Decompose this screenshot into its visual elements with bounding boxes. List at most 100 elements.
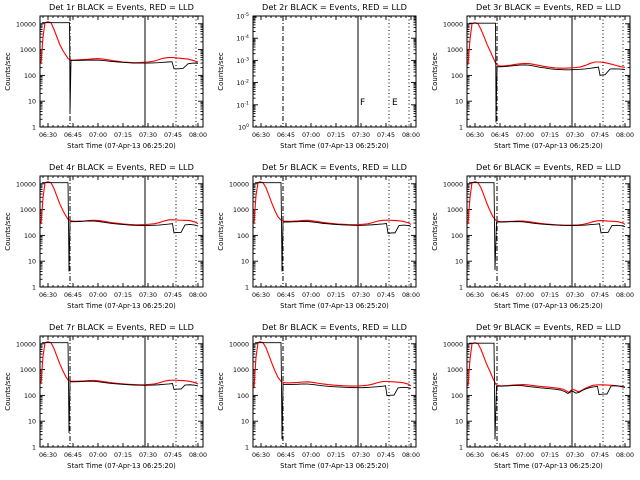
- plot-panel-det-3[interactable]: Det 3r BLACK = Events, RED = LLD 06:30 06:…: [427, 0, 640, 160]
- x-tick-label: 06:30: [466, 292, 484, 299]
- x-tick-label: 07:45: [377, 292, 395, 299]
- x-tick-label: 08:00: [616, 292, 634, 299]
- x-axis-label: Start Time (07-Apr-13 06:25:20): [494, 462, 603, 470]
- series-lld-line: [40, 341, 199, 386]
- series-events-line: [468, 22, 625, 123]
- x-tick-label: 08:00: [189, 132, 207, 139]
- x-tick-label: 07:45: [164, 132, 182, 139]
- x-tick-label: 07:00: [516, 452, 534, 459]
- y-tick-label: 10000: [443, 21, 463, 28]
- plot-panel-det-2[interactable]: Det 2r BLACK = Events, RED = LLD 06:30 06:…: [213, 0, 426, 160]
- plot-panel-det-1[interactable]: Det 1r BLACK = Events, RED = LLD 06:30 06:…: [0, 0, 213, 160]
- x-tick-label: 07:45: [591, 452, 609, 459]
- y-axis-label: Counts/sec: [4, 372, 12, 411]
- y-tick-label: 1: [32, 444, 36, 451]
- y-tick-label: 10: [455, 419, 463, 426]
- y-tick-label: 10: [455, 259, 463, 266]
- x-tick-label: 07:30: [566, 132, 584, 139]
- plot-frame: [466, 175, 631, 288]
- x-tick-label: 07:00: [89, 452, 107, 459]
- y-tick-label: 1000: [447, 207, 463, 214]
- x-tick-label: 06:45: [491, 292, 509, 299]
- x-tick-label: 07:45: [377, 452, 395, 459]
- x-tick-label: 06:45: [491, 132, 509, 139]
- y-tick-label: 10-5: [237, 12, 250, 21]
- plot-frame: [252, 175, 417, 288]
- annotation-f: F: [360, 98, 365, 108]
- y-tick-label: 1: [459, 444, 463, 451]
- y-tick-label: 1000: [233, 207, 249, 214]
- x-tick-label: 07:00: [302, 292, 320, 299]
- y-tick-label: 100: [451, 233, 463, 240]
- panel-title: Det 6r BLACK = Events, RED = LLD: [476, 162, 621, 172]
- x-tick-label: 07:00: [516, 292, 534, 299]
- x-tick-label: 06:30: [466, 452, 484, 459]
- y-axis-label: Counts/sec: [217, 212, 225, 251]
- y-axis-label: Counts/sec: [217, 52, 225, 91]
- y-tick-label: 10000: [16, 341, 36, 348]
- x-tick-label: 07:15: [541, 292, 559, 299]
- y-tick-label: 1000: [447, 47, 463, 54]
- x-tick-label: 07:15: [327, 292, 345, 299]
- y-tick-label: 10000: [16, 21, 36, 28]
- series-events-line: [468, 342, 625, 440]
- x-tick-label: 07:45: [591, 292, 609, 299]
- series-lld-line: [253, 181, 412, 226]
- plot-frame: [466, 15, 631, 128]
- series-lld-line: [40, 21, 199, 64]
- y-tick-label: 1: [459, 284, 463, 291]
- plot-panel-det-5[interactable]: Det 5r BLACK = Events, RED = LLD 06:30 06:…: [213, 160, 426, 320]
- y-tick-label: 10: [28, 99, 36, 106]
- x-tick-label: 06:45: [277, 452, 295, 459]
- y-tick-label: 1: [32, 124, 36, 131]
- plot-panel-det-4[interactable]: Det 4r BLACK = Events, RED = LLD 06:30 06:…: [0, 160, 213, 320]
- plot-frame: [252, 335, 417, 448]
- plot-panel-det-8[interactable]: Det 8r BLACK = Events, RED = LLD 06:30 06:…: [213, 320, 426, 480]
- x-tick-label: 08:00: [189, 292, 207, 299]
- y-tick-label: 10000: [16, 181, 36, 188]
- panel-title: Det 3r BLACK = Events, RED = LLD: [476, 2, 621, 12]
- series-lld-line: [467, 181, 625, 226]
- panel-title: Det 9r BLACK = Events, RED = LLD: [476, 322, 621, 332]
- x-tick-label: 07:30: [566, 292, 584, 299]
- x-tick-label: 07:45: [377, 132, 395, 139]
- x-tick-label: 06:30: [466, 132, 484, 139]
- x-tick-label: 06:45: [277, 132, 295, 139]
- y-tick-label: 1000: [20, 207, 36, 214]
- y-tick-label: 10-3: [237, 56, 250, 65]
- x-tick-label: 07:30: [352, 292, 370, 299]
- series-events-line: [41, 182, 199, 272]
- series-events-line: [41, 342, 199, 433]
- x-tick-label: 07:15: [114, 292, 132, 299]
- y-tick-label: 10000: [443, 181, 463, 188]
- x-tick-label: 06:30: [252, 292, 270, 299]
- x-tick-label: 06:45: [277, 292, 295, 299]
- plot-frame: [39, 15, 204, 128]
- x-tick-label: 07:30: [352, 132, 370, 139]
- plot-panel-det-6[interactable]: Det 6r BLACK = Events, RED = LLD 06:30 06:…: [427, 160, 640, 320]
- x-axis-label: Start Time (07-Apr-13 06:25:20): [280, 302, 389, 310]
- x-tick-label: 07:30: [352, 452, 370, 459]
- series-events-line: [255, 342, 412, 440]
- y-axis-label: Counts/sec: [4, 212, 12, 251]
- y-tick-label: 100: [451, 393, 463, 400]
- plot-panel-det-9[interactable]: Det 9r BLACK = Events, RED = LLD 06:30 06:…: [427, 320, 640, 480]
- y-tick-label: 10-1: [237, 101, 250, 110]
- y-tick-label: 1: [245, 284, 249, 291]
- x-tick-label: 06:45: [64, 452, 82, 459]
- x-tick-label: 06:45: [491, 452, 509, 459]
- x-tick-label: 06:30: [252, 132, 270, 139]
- y-tick-label: 1000: [233, 367, 249, 374]
- x-tick-label: 07:00: [302, 132, 320, 139]
- y-tick-label: 100: [238, 123, 249, 132]
- y-tick-label: 10-2: [237, 78, 250, 87]
- y-tick-label: 100: [237, 233, 249, 240]
- x-tick-label: 07:45: [164, 292, 182, 299]
- panel-title: Det 4r BLACK = Events, RED = LLD: [49, 162, 194, 172]
- x-axis-label: Start Time (07-Apr-13 06:25:20): [494, 142, 603, 150]
- plot-panel-det-7[interactable]: Det 7r BLACK = Events, RED = LLD 06:30 06:…: [0, 320, 213, 480]
- y-tick-label: 10: [241, 419, 249, 426]
- y-tick-label: 100: [451, 73, 463, 80]
- y-tick-label: 1: [32, 284, 36, 291]
